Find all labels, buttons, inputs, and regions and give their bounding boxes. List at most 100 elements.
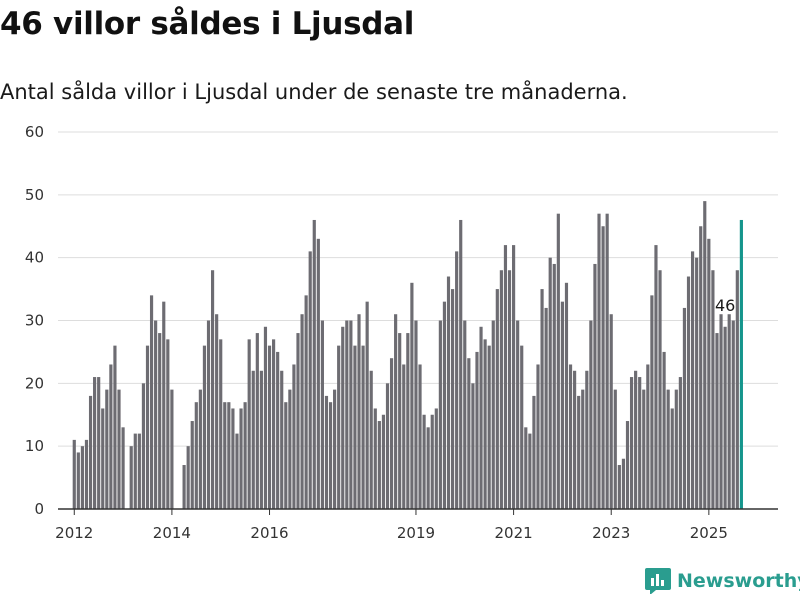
bar: [548, 257, 552, 509]
bar: [426, 427, 430, 509]
bar: [503, 245, 508, 509]
bar: [422, 414, 426, 509]
bar: [459, 219, 463, 509]
bar: [605, 213, 609, 509]
axes: [58, 508, 778, 515]
bar: [166, 339, 170, 509]
bar: [414, 320, 418, 509]
y-tick-label: 30: [25, 312, 44, 330]
bar: [88, 395, 93, 509]
bar: [312, 219, 316, 509]
bar: [288, 389, 292, 509]
x-tick-label: 2025: [690, 524, 728, 542]
bar: [695, 257, 699, 509]
bar: [731, 320, 735, 509]
bar: [544, 307, 548, 509]
bar: [182, 465, 186, 509]
bar: [609, 314, 613, 509]
bar: [552, 263, 556, 509]
bar: [662, 351, 666, 509]
bar: [670, 408, 674, 509]
bar: [699, 226, 703, 509]
y-tick-label: 50: [25, 186, 44, 204]
bar: [276, 351, 280, 509]
bar: [373, 408, 377, 509]
bar: [133, 433, 137, 509]
y-tick-label: 20: [25, 374, 44, 392]
bar: [410, 282, 414, 509]
bar: [320, 320, 324, 509]
bar: [357, 314, 361, 509]
bar: [206, 320, 211, 509]
bar: [280, 370, 284, 509]
bar: [158, 333, 162, 509]
bar: [735, 270, 739, 509]
bar: [381, 414, 386, 509]
bar: [292, 364, 296, 509]
bar: [223, 402, 227, 509]
bar: [267, 345, 272, 509]
bar: [284, 402, 288, 509]
bar: [186, 446, 190, 509]
bar: [613, 389, 617, 509]
grid-lines: [58, 131, 778, 447]
bar: [84, 439, 89, 509]
bar: [385, 383, 390, 509]
bar: [629, 377, 634, 509]
bar: [642, 389, 646, 509]
bar: [463, 320, 467, 509]
bar: [341, 326, 345, 509]
newsworthy-logo: Newsworthy: [645, 568, 800, 594]
bar: [170, 389, 174, 509]
bar: [243, 402, 247, 509]
bar: [491, 320, 495, 509]
x-tick-label: 2016: [250, 524, 288, 542]
bar: [442, 301, 447, 509]
bar: [272, 339, 276, 509]
bar: [601, 226, 605, 509]
bar: [658, 270, 662, 509]
bar: [215, 314, 219, 509]
bar: [540, 289, 544, 509]
bar: [475, 351, 479, 509]
bar: [438, 320, 442, 509]
bar: [101, 408, 105, 509]
bar: [80, 446, 84, 509]
bar: [707, 238, 711, 509]
bar: [568, 364, 573, 509]
bar: [377, 421, 381, 509]
bar: [202, 345, 207, 509]
bar: [365, 301, 369, 509]
bar: [446, 276, 451, 509]
bar: [589, 320, 593, 509]
bar: [507, 270, 512, 509]
bar: [686, 276, 691, 509]
bar: [577, 395, 581, 509]
bar-series: [72, 201, 743, 509]
bar: [402, 364, 406, 509]
bar: [353, 345, 357, 509]
bar: [109, 364, 113, 509]
bar: [361, 345, 365, 509]
bar: [251, 370, 255, 509]
bar: [406, 333, 410, 509]
bar: [333, 389, 337, 509]
bar: [235, 433, 239, 509]
bar: [723, 326, 727, 509]
page-title: 46 villor såldes i Ljusdal: [0, 6, 415, 42]
bar: [369, 370, 373, 509]
bar: [434, 408, 438, 509]
bar: [617, 465, 621, 509]
bar: [149, 295, 154, 509]
bar: [524, 427, 528, 509]
bar: [450, 289, 455, 509]
bar: [727, 314, 731, 509]
bar: [190, 421, 194, 509]
bar: [239, 408, 243, 509]
y-tick-label: 60: [25, 123, 44, 141]
bar: [296, 333, 300, 509]
bar: [93, 377, 97, 509]
bar: [219, 339, 223, 509]
bar: [711, 270, 715, 509]
